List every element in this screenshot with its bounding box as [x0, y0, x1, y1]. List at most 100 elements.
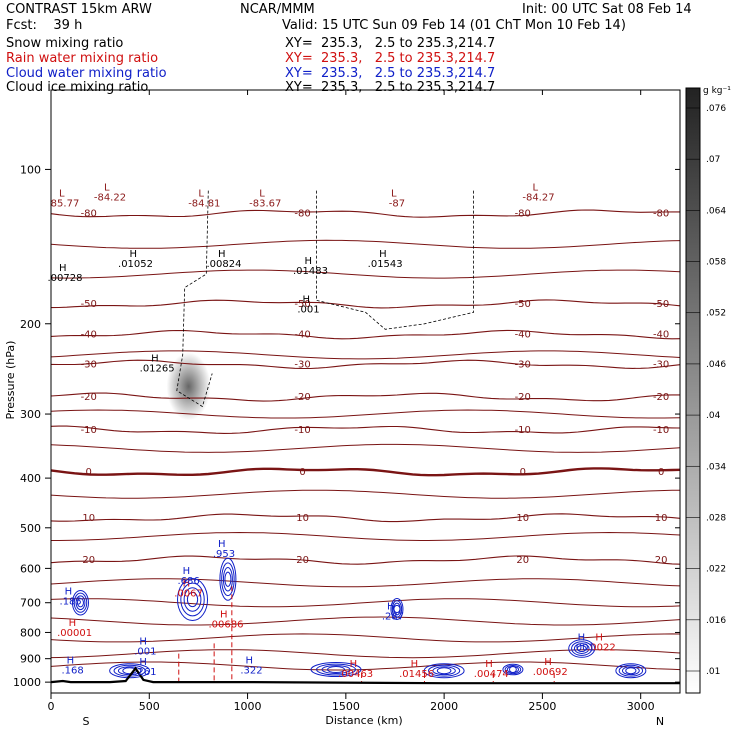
- extremum-value-label: -83.67: [249, 198, 281, 209]
- extremum-value-label: -84.27: [522, 193, 554, 204]
- cloud-water-contour: [423, 663, 465, 679]
- isotherm-line: [50, 513, 681, 523]
- field-name-cloud-ice: Cloud ice mixing ratio: [6, 80, 149, 95]
- high-marker: H: [304, 256, 312, 267]
- isotherm-line: [50, 329, 681, 340]
- extremum-value-label: .00824: [206, 259, 241, 270]
- high-marker: H: [218, 539, 226, 550]
- isotherm-label: -20: [294, 392, 310, 403]
- cloud-water-contour: [224, 571, 232, 587]
- isotherm-line: [50, 616, 681, 626]
- field-xy-cloud-ice: XY= 235.3, 2.5 to 235.3,214.7: [285, 80, 496, 95]
- x-axis-title: Distance (km): [325, 714, 402, 727]
- cloud-water-contour: [391, 600, 403, 618]
- colorbar-label: .034: [706, 462, 726, 472]
- x-tick-label: 1500: [332, 700, 360, 713]
- y-tick-label: 1000: [13, 676, 41, 689]
- isotherm-label: -30: [515, 359, 531, 370]
- high-marker: H: [595, 633, 603, 644]
- high-marker: H: [245, 656, 253, 667]
- isotherm-label: -30: [653, 359, 669, 370]
- field-xy-rain: XY= 235.3, 2.5 to 235.3,214.7: [285, 51, 496, 66]
- cloud-water-contour: [321, 665, 351, 674]
- low-marker: L: [104, 183, 110, 194]
- init-time: Init: 00 UTC Sat 08 Feb 14: [522, 2, 692, 17]
- cloud-water-contour: [568, 639, 596, 658]
- cloud-water-contour: [76, 598, 84, 608]
- cloud-water-contour: [509, 666, 517, 674]
- field-xy-snow: XY= 235.3, 2.5 to 235.3,214.7: [285, 36, 496, 51]
- isotherm-label: -80: [515, 209, 531, 220]
- isotherm-line: [51, 531, 681, 541]
- extremum-value-label: .00728: [48, 273, 83, 284]
- cloud-water-contour: [625, 667, 637, 675]
- high-marker: H: [387, 602, 395, 613]
- field-xy-cloud-water: XY= 235.3, 2.5 to 235.3,214.7: [285, 66, 496, 81]
- model-title: CONTRAST 15km ARW: [6, 2, 152, 17]
- field-name-rain: Rain water mixing ratio: [6, 51, 159, 66]
- x-tick-label: 2000: [430, 700, 458, 713]
- high-marker: H: [139, 657, 147, 668]
- high-marker: H: [578, 633, 586, 644]
- isotherm-label: -10: [294, 425, 310, 436]
- isotherm-line: [50, 443, 681, 453]
- extremum-value-label: .001: [134, 646, 156, 657]
- colorbar-label: .046: [706, 360, 726, 370]
- cloud-water-contour: [316, 663, 357, 676]
- extremum-value-label: -87: [389, 198, 405, 209]
- extremum-value-label: .01052: [118, 259, 153, 270]
- field-name-cloud-water: Cloud water mixing ratio: [6, 66, 167, 81]
- extremum-value-label: .953: [213, 549, 235, 560]
- extremum-value-label: 85.77: [51, 198, 80, 209]
- colorbar-ramp: [685, 87, 701, 694]
- cloud-water-contour: [432, 666, 456, 676]
- cloud-water-contour: [436, 667, 452, 675]
- isotherm-label: -50: [515, 299, 531, 310]
- extremum-value-label: .001: [297, 304, 319, 315]
- extremum-value-label: -84.22: [94, 193, 126, 204]
- high-marker: H: [220, 610, 228, 621]
- cloud-water-contour: [186, 591, 199, 608]
- isotherm-line: [50, 409, 681, 419]
- y-tick-label: 600: [20, 562, 41, 575]
- y-tick-label: 700: [20, 597, 41, 610]
- colorbar-label: .028: [706, 513, 726, 523]
- isotherm-label: 0: [86, 467, 92, 478]
- colorbar: .01 .016 .022 .028 .034 .04 .046 .052 .058 .064 .0…: [685, 87, 726, 694]
- low-marker: L: [391, 188, 397, 199]
- extremum-value-label: .00686: [208, 620, 243, 631]
- cloud-water-contour: [504, 664, 522, 675]
- north-label: N: [656, 715, 664, 728]
- high-marker: H: [67, 656, 75, 667]
- isotherm-label: 20: [82, 555, 95, 566]
- high-marker: H: [130, 249, 138, 260]
- cloud-water-contour: [571, 641, 593, 656]
- isotherm-label: 10: [516, 513, 529, 524]
- contour-labels: -80 -80 -80 -80 -50 -50 -50 -50 -40 -40 -40 -40 -30 -…: [48, 183, 670, 681]
- cloud-water-contour: [573, 643, 590, 654]
- y-tick-label: 300: [20, 408, 41, 421]
- extremum-value-label: .001: [573, 643, 595, 654]
- y-tick-label: 100: [20, 163, 41, 176]
- isotherm-line: [50, 299, 681, 309]
- isotherm-label: -40: [81, 330, 97, 341]
- extremum-value-label: .01265: [140, 364, 175, 375]
- cloud-water-contour: [310, 662, 362, 678]
- isotherm-label: -40: [515, 330, 531, 341]
- cloud-ice-contour: [316, 190, 474, 330]
- x-tick-label: 1000: [234, 700, 262, 713]
- cloud-water-contour: [183, 587, 202, 612]
- isotherm-label: -20: [653, 392, 669, 403]
- high-marker: H: [350, 659, 358, 670]
- isotherm-label: -50: [653, 299, 669, 310]
- low-marker: L: [259, 188, 265, 199]
- isotherm-label: -80: [81, 209, 97, 220]
- isotherm-line: [50, 392, 680, 402]
- valid-time: Valid: 15 UTC Sun 09 Feb 14 (01 ChT Mon …: [282, 18, 626, 33]
- high-marker: H: [151, 354, 159, 365]
- cloud-water-contour: [390, 597, 404, 620]
- cloud-water-contour: [618, 664, 644, 677]
- cloud-water-contour: [428, 664, 461, 677]
- cloud-water-contour: [221, 562, 235, 597]
